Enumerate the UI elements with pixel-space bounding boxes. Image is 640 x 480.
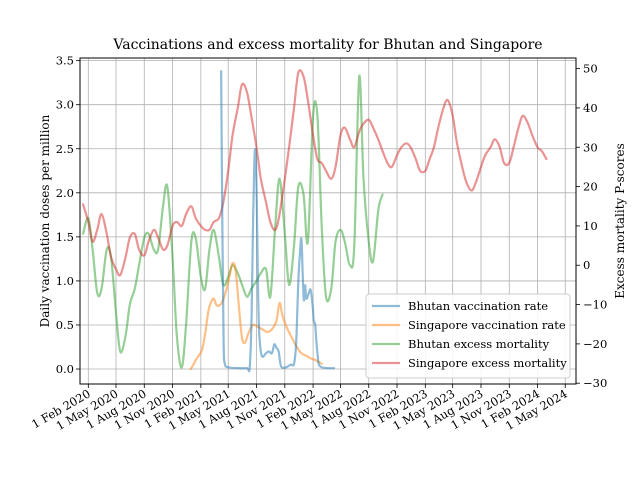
plot-frame <box>79 57 577 385</box>
right-tick-label: −20 <box>583 337 607 351</box>
left-tick-label: 1.0 <box>56 274 74 288</box>
left-tick-label: 3.0 <box>56 98 74 112</box>
right-tick-label: 30 <box>583 140 598 154</box>
left-axis: 0.0 0.5 1.0 1.5 2.0 2.5 3.0 3.5 <box>56 54 80 376</box>
left-axis-label: Daily vaccination doses per million <box>38 114 52 327</box>
chart-title: Vaccinations and excess mortality for Bh… <box>112 37 542 53</box>
left-tick-label: 1.5 <box>56 230 74 244</box>
left-tick-label: 0.5 <box>56 318 74 332</box>
legend-label: Bhutan excess mortality <box>408 337 550 351</box>
right-tick-label: −10 <box>583 298 607 312</box>
right-axis-label: Excess mortality P-scores <box>613 143 627 298</box>
legend-label: Singapore vaccination rate <box>408 318 566 332</box>
legend-box <box>365 293 571 379</box>
right-tick-label: 10 <box>583 219 598 233</box>
series-layer <box>81 69 548 373</box>
right-tick-label: 50 <box>583 62 598 76</box>
singapore-vaccination-rate-line <box>189 261 323 371</box>
singapore-excess-mortality-line <box>81 69 548 277</box>
left-tick-label: 0.0 <box>56 362 74 376</box>
left-tick-label: 2.0 <box>56 186 74 200</box>
bhutan-vaccination-rate-line <box>220 70 336 373</box>
right-tick-label: 40 <box>583 101 598 115</box>
left-tick-label: 3.5 <box>56 54 74 68</box>
legend: Bhutan vaccination rate Singapore vaccina… <box>365 293 571 379</box>
right-tick-label: −30 <box>583 376 607 390</box>
right-axis: −30 −20 −10 0 10 20 30 40 50 <box>576 62 607 390</box>
left-tick-label: 2.5 <box>56 142 74 156</box>
right-tick-label: 0 <box>583 258 590 272</box>
bhutan-excess-mortality-line <box>81 74 384 369</box>
legend-label: Bhutan vaccination rate <box>408 299 548 313</box>
legend-label: Singapore excess mortality <box>408 356 567 370</box>
right-tick-label: 20 <box>583 180 598 194</box>
